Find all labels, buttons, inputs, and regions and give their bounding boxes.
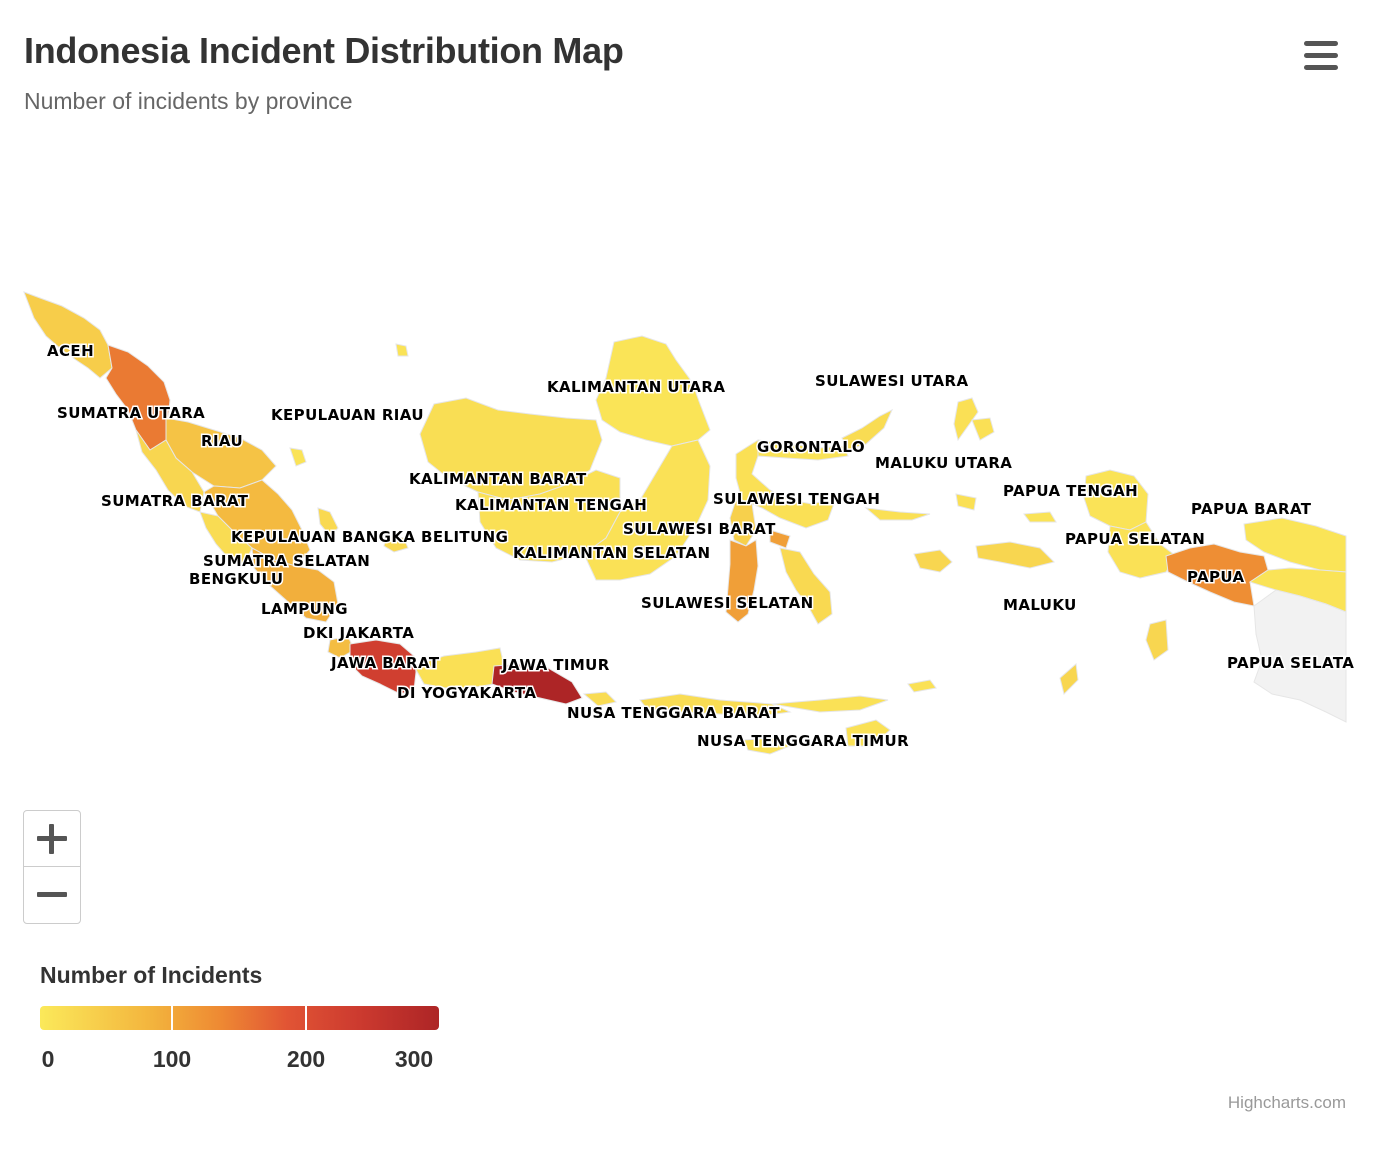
- province-label-kalimantan-utara: KALIMANTAN UTARA: [547, 378, 725, 396]
- legend-color-bar: [40, 1006, 439, 1030]
- menu-icon-bar: [1304, 53, 1338, 58]
- province-label-lampung: LAMPUNG: [261, 600, 348, 618]
- province-kepulauan-riau[interactable]: [289, 343, 409, 467]
- province-sulawesi-utara[interactable]: [841, 408, 894, 451]
- province-label-jawa-timur: JAWA TIMUR: [501, 656, 610, 674]
- province-kalimantan-selatan[interactable]: [583, 439, 711, 581]
- legend-tick-300: 300: [394, 1046, 434, 1072]
- context-menu-button[interactable]: [1296, 36, 1346, 76]
- province-jawa-timur[interactable]: [491, 663, 583, 705]
- chart-title: Indonesia Incident Distribution Map: [24, 30, 624, 71]
- province-label-kepulauan-bangka-belitung: KEPULAUAN BANGKA BELITUNG: [231, 528, 508, 546]
- zoom-in-button[interactable]: [24, 811, 80, 867]
- province-bangka-belitung[interactable]: [317, 507, 409, 553]
- province-label-papua-selatan: PAPUA SELATAN: [1065, 530, 1205, 548]
- province-label-sumatra-barat: SUMATRA BARAT: [101, 492, 249, 510]
- province-label-sulawesi-tengah: SULAWESI TENGAH: [713, 490, 880, 508]
- province-sumatra-barat[interactable]: [135, 429, 205, 513]
- province-label-sumatra-utara: SUMATRA UTARA: [57, 404, 205, 422]
- province-gorontalo[interactable]: [757, 439, 849, 461]
- province-label-jawa-barat: JAWA BARAT: [330, 654, 440, 672]
- province-label-nusa-tenggara-timur: NUSA TENGGARA TIMUR: [697, 732, 909, 750]
- province-label-papua-barat: PAPUA BARAT: [1191, 500, 1312, 518]
- province-maluku-utara[interactable]: [953, 397, 995, 511]
- province-label-papua-tengah: PAPUA TENGAH: [1003, 482, 1138, 500]
- province-label-sulawesi-utara: SULAWESI UTARA: [815, 372, 969, 390]
- legend-tick-0: 0: [41, 1046, 55, 1072]
- menu-icon-bar: [1304, 65, 1338, 70]
- chart-subtitle: Number of incidents by province: [24, 88, 353, 114]
- province-ntb[interactable]: [582, 691, 792, 717]
- province-papua-tengah[interactable]: [1023, 469, 1149, 531]
- province-label-papua-selata: PAPUA SELATA: [1227, 654, 1354, 672]
- province-jawa-barat[interactable]: [349, 639, 417, 695]
- province-png-nodata[interactable]: [1253, 589, 1347, 723]
- province-ntt[interactable]: [743, 679, 937, 755]
- province-label-kalimantan-selatan: KALIMANTAN SELATAN: [513, 544, 710, 562]
- legend-tick-100: 100: [152, 1046, 192, 1072]
- legend-title: Number of Incidents: [40, 962, 263, 988]
- province-kalimantan-barat[interactable]: [419, 397, 603, 501]
- province-label-bengkulu: BENGKULU: [189, 570, 284, 588]
- province-label-gorontalo: GORONTALO: [757, 438, 865, 456]
- zoom-out-button[interactable]: [24, 867, 80, 923]
- province-label-aceh: ACEH: [47, 342, 94, 360]
- province-dki-jakarta[interactable]: [327, 635, 355, 659]
- menu-icon: [1304, 41, 1338, 46]
- province-aceh[interactable]: [23, 291, 113, 379]
- province-label-kepulauan-riau: KEPULAUAN RIAU: [271, 406, 424, 424]
- province-label-maluku: MALUKU: [1003, 596, 1077, 614]
- province-sulawesi-tenggara[interactable]: [779, 547, 833, 625]
- legend-divider: [305, 1006, 307, 1030]
- province-label-di-yogyakarta: DI YOGYAKARTA: [397, 684, 536, 702]
- province-sulawesi-east[interactable]: [864, 507, 931, 521]
- credits-link[interactable]: Highcharts.com: [1227, 1093, 1346, 1112]
- province-maluku[interactable]: [913, 541, 1169, 695]
- province-label-sulawesi-barat: SULAWESI BARAT: [623, 520, 776, 538]
- province-label-maluku-utara: MALUKU UTARA: [875, 454, 1012, 472]
- province-lampung[interactable]: [251, 547, 339, 623]
- province-label-kalimantan-tengah: KALIMANTAN TENGAH: [455, 496, 647, 514]
- province-label-kalimantan-barat: KALIMANTAN BARAT: [409, 470, 587, 488]
- province-label-sumatra-selatan: SUMATRA SELATAN: [203, 552, 370, 570]
- province-label-dki-jakarta: DKI JAKARTA: [303, 624, 414, 642]
- legend-tick-200: 200: [286, 1046, 326, 1072]
- province-label-papua: PAPUA: [1187, 568, 1245, 586]
- province-label-riau: RIAU: [201, 432, 243, 450]
- province-bengkulu[interactable]: [199, 511, 253, 567]
- province-label-sulawesi-selatan: SULAWESI SELATAN: [641, 594, 814, 612]
- minus-icon: [37, 892, 67, 897]
- province-label-nusa-tenggara-barat: NUSA TENGGARA BARAT: [567, 704, 780, 722]
- indonesia-map: ACEH SUMATRA UTARA RIAU KEPULAUAN RIAU SUMAT…: [23, 291, 1355, 755]
- zoom-controls: [23, 810, 81, 924]
- plus-icon-vertical: [49, 824, 54, 854]
- legend-divider: [171, 1006, 173, 1030]
- province-sulawesi-selatan[interactable]: [725, 529, 791, 623]
